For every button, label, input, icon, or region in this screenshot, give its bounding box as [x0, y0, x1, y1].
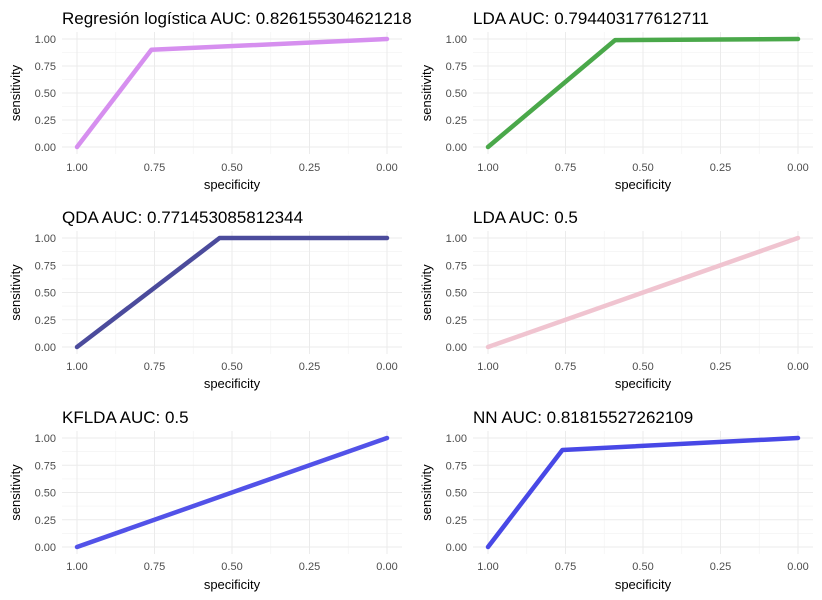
y-axis-label: sensitivity [419, 264, 434, 321]
x-tick-label: 0.25 [710, 162, 731, 174]
x-tick-label: 0.25 [299, 162, 320, 174]
y-axis-label: sensitivity [419, 64, 434, 121]
x-tick-label: 0.50 [632, 162, 653, 174]
x-tick-label: 0.00 [376, 561, 397, 573]
x-tick-label: 0.50 [221, 361, 242, 373]
y-tick-label: 0.25 [35, 115, 56, 127]
y-tick-label: 1.00 [446, 34, 467, 46]
x-axis-label: specificity [615, 577, 672, 592]
x-tick-label: 0.50 [632, 561, 653, 573]
x-tick-label: 1.00 [477, 561, 498, 573]
roc-panel-4: 1.00 0.75 0.50 0.25 0.00 0.00 0.25 0.50 0.75 1.00… [419, 208, 813, 391]
x-tick-label: 0.75 [144, 561, 165, 573]
y-tick-label: 0.50 [446, 288, 467, 300]
x-axis-label: specificity [204, 577, 261, 592]
roc-curve-line [485, 435, 801, 550]
y-tick-label: 0.00 [446, 342, 467, 354]
y-tick-label: 0.25 [35, 515, 56, 527]
y-tick-label: 0.50 [446, 88, 467, 100]
x-tick-label: 0.75 [144, 162, 165, 174]
roc-panel-1: 1.00 0.75 0.50 0.25 0.00 0.00 0.25 0.50 0.75 1.00… [8, 9, 412, 192]
panel-title: QDA AUC: 0.771453085812344 [62, 208, 303, 227]
y-tick-label: 1.00 [446, 233, 467, 245]
y-tick-label: 0.00 [35, 342, 56, 354]
y-tick-label: 0.75 [35, 61, 56, 73]
x-axis-label: specificity [615, 177, 672, 192]
y-tick-label: 0.75 [446, 460, 467, 472]
x-tick-label: 1.00 [66, 561, 87, 573]
x-tick-label: 1.00 [477, 361, 498, 373]
x-tick-label: 0.00 [787, 561, 808, 573]
roc-curve-line [485, 235, 801, 350]
x-tick-label: 0.25 [299, 361, 320, 373]
panel-title: KFLDA AUC: 0.5 [62, 408, 189, 427]
y-tick-label: 0.25 [446, 115, 467, 127]
x-tick-label: 0.25 [710, 361, 731, 373]
y-tick-label: 1.00 [35, 34, 56, 46]
x-tick-label: 0.75 [555, 561, 576, 573]
x-tick-label: 0.25 [299, 561, 320, 573]
x-tick-label: 0.75 [555, 162, 576, 174]
roc-curve-line [74, 235, 390, 350]
roc-panel-5: 1.00 0.75 0.50 0.25 0.00 0.00 0.25 0.50 0.75 1.00… [8, 408, 402, 592]
roc-panel-3: 1.00 0.75 0.50 0.25 0.00 0.00 0.25 0.50 0.75 1.00… [8, 208, 402, 391]
panel-title: LDA AUC: 0.794403177612711 [473, 9, 709, 28]
roc-curve-line [74, 435, 390, 550]
x-tick-label: 0.25 [710, 561, 731, 573]
panel-title: NN AUC: 0.81815527262109 [473, 408, 693, 427]
y-tick-label: 0.25 [446, 515, 467, 527]
y-tick-label: 1.00 [446, 433, 467, 445]
roc-curve-line [74, 36, 390, 150]
y-axis-label: sensitivity [8, 264, 23, 321]
y-axis-label: sensitivity [8, 64, 23, 121]
y-tick-label: 1.00 [35, 233, 56, 245]
y-tick-label: 0.75 [35, 460, 56, 472]
x-tick-label: 0.75 [144, 361, 165, 373]
x-tick-label: 0.50 [632, 361, 653, 373]
x-tick-label: 0.00 [787, 162, 808, 174]
roc-panel-6: 1.00 0.75 0.50 0.25 0.00 0.00 0.25 0.50 0.75 1.00… [419, 408, 813, 592]
x-tick-label: 0.50 [221, 561, 242, 573]
y-tick-label: 0.75 [446, 61, 467, 73]
x-tick-label: 0.00 [376, 361, 397, 373]
y-tick-label: 0.00 [35, 542, 56, 554]
y-tick-label: 0.25 [35, 315, 56, 327]
y-tick-label: 0.00 [446, 142, 467, 154]
roc-curve-line [485, 36, 801, 150]
y-tick-label: 0.00 [446, 542, 467, 554]
y-tick-label: 1.00 [35, 433, 56, 445]
y-tick-label: 0.75 [446, 260, 467, 272]
x-tick-label: 0.75 [555, 361, 576, 373]
y-tick-label: 0.50 [446, 488, 467, 500]
y-tick-label: 0.50 [35, 488, 56, 500]
y-axis-label: sensitivity [419, 464, 434, 521]
panel-title: Regresión logística AUC: 0.8261553046212… [62, 9, 412, 28]
roc-panel-2: 1.00 0.75 0.50 0.25 0.00 0.00 0.25 0.50 0.75 1.00… [419, 9, 813, 192]
y-tick-label: 0.50 [35, 88, 56, 100]
y-tick-label: 0.25 [446, 315, 467, 327]
x-tick-label: 1.00 [66, 361, 87, 373]
x-tick-label: 0.00 [376, 162, 397, 174]
x-tick-label: 1.00 [477, 162, 498, 174]
x-tick-label: 0.50 [221, 162, 242, 174]
y-tick-label: 0.50 [35, 288, 56, 300]
y-tick-label: 0.75 [35, 260, 56, 272]
x-tick-label: 1.00 [66, 162, 87, 174]
y-tick-label: 0.00 [35, 142, 56, 154]
x-tick-label: 0.00 [787, 361, 808, 373]
panel-title: LDA AUC: 0.5 [473, 208, 578, 227]
x-axis-label: specificity [615, 376, 672, 391]
y-axis-label: sensitivity [8, 464, 23, 521]
x-axis-label: specificity [204, 177, 261, 192]
x-axis-label: specificity [204, 376, 261, 391]
